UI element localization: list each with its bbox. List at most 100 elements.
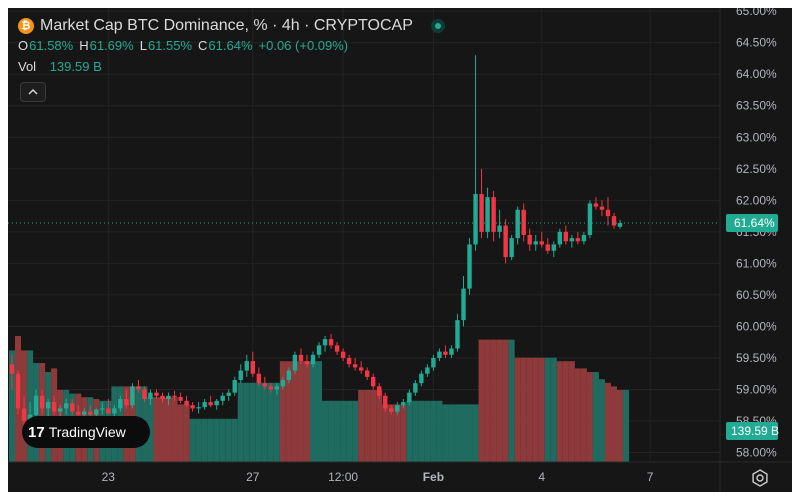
volume-bar: [291, 361, 298, 462]
volume-bar: [328, 400, 335, 462]
candles: [9, 55, 623, 434]
chart-settings-button[interactable]: [750, 468, 770, 488]
candle-body: [250, 361, 255, 374]
candle-body: [515, 209, 520, 239]
candle-body: [226, 392, 231, 396]
volume-bar: [352, 400, 359, 462]
volume-bar: [490, 339, 497, 462]
volume-bar: [532, 357, 539, 462]
candle-body: [334, 345, 340, 352]
candle-body: [479, 194, 484, 232]
x-tick-label: 27: [246, 470, 260, 484]
candle-body: [521, 209, 526, 235]
x-tick-label: 7: [647, 470, 654, 484]
volume-tag: [726, 422, 778, 440]
y-tick-label: 60.00%: [736, 319, 777, 333]
candle-body: [286, 370, 292, 381]
x-axis: 23 27 12:00 Feb 4 7: [8, 8, 792, 492]
volume-bar: [526, 357, 533, 462]
chart-title: Market Cap BTC Dominance, % · 4h · CRYPT…: [40, 17, 413, 34]
candle-body: [599, 206, 605, 210]
volume-bar: [550, 357, 557, 462]
candle-body: [461, 288, 466, 321]
candle-body: [605, 209, 611, 217]
volume-bar: [273, 382, 280, 462]
candle-body: [214, 400, 219, 406]
volume-bar: [261, 382, 268, 462]
candle-body: [491, 197, 496, 232]
candle-body: [377, 386, 382, 396]
candle-body: [184, 400, 189, 406]
candle-body: [39, 395, 45, 409]
y-tick-label: 61.00%: [736, 256, 777, 270]
candle-body: [358, 367, 364, 371]
volume-bar: [580, 368, 587, 462]
candle-body: [142, 389, 147, 399]
volume-bar: [382, 404, 389, 462]
volume-bar: [598, 379, 605, 462]
y-tick-label: 62.00%: [736, 193, 777, 207]
high-key: H: [79, 38, 89, 53]
candle-body: [431, 357, 436, 368]
candle-body: [262, 383, 268, 387]
candle-body: [371, 376, 376, 387]
candle-body: [443, 351, 448, 355]
volume-bar: [556, 361, 563, 462]
x-tick-label: Feb: [423, 470, 444, 484]
volume-bar: [207, 418, 214, 462]
y-tick-label: 60.50%: [736, 288, 777, 302]
candle-body: [364, 370, 370, 377]
y-tick-label: 59.00%: [736, 382, 777, 396]
candle-body: [100, 408, 105, 410]
chart-panel[interactable]: 65.00% 64.50% 64.00% 63.50% 63.00% 62.50% 62.0…: [8, 8, 792, 492]
candle-body: [304, 361, 310, 365]
close-value: 61.64%: [208, 38, 253, 53]
bitcoin-icon: ₿: [18, 18, 34, 34]
volume-bar: [472, 404, 479, 462]
candlestick-chart[interactable]: 65.00% 64.50% 64.00% 63.50% 63.00% 62.50% 62.0…: [8, 8, 792, 492]
candle-body: [190, 405, 195, 409]
candle-body: [88, 411, 93, 415]
volume-bar: [279, 361, 286, 462]
volume-bar: [51, 368, 58, 462]
volume-bar: [424, 400, 431, 462]
volume-bar: [219, 418, 226, 462]
volume-bar: [376, 390, 383, 462]
candle-body: [407, 392, 412, 403]
candle-body: [533, 241, 538, 245]
volume-value: 139.59 B: [49, 59, 102, 74]
candle-body: [82, 411, 87, 415]
volume-bar: [231, 418, 238, 462]
candle-body: [106, 408, 111, 414]
volume-bar: [586, 372, 593, 462]
volume-bar: [195, 418, 202, 462]
candle-body: [449, 348, 454, 355]
volume-bar: [538, 357, 545, 462]
collapse-legend-button[interactable]: [20, 82, 46, 102]
tradingview-mark: 17: [28, 423, 45, 441]
volume-bar: [183, 404, 190, 462]
volume-label: Vol: [18, 59, 37, 74]
candle-body: [154, 392, 159, 396]
candle-body: [389, 408, 394, 412]
volume-bar: [8, 350, 16, 462]
low-key: L: [139, 38, 147, 53]
y-tick-label: 65.00%: [736, 8, 777, 18]
volume-bar: [448, 404, 455, 462]
candle-body: [196, 407, 201, 409]
candle-body: [33, 395, 39, 415]
candle-body: [611, 216, 617, 226]
y-tick-label: 58.00%: [736, 446, 777, 460]
market-open-indicator-icon[interactable]: [430, 19, 445, 33]
tradingview-wordmark: TradingView: [48, 424, 126, 440]
volume-bar: [412, 400, 419, 462]
volume-bar: [592, 372, 599, 462]
chart-title-row: ₿ Market Cap BTC Dominance, % · 4h · CRY…: [18, 16, 445, 36]
candle-body: [76, 411, 81, 415]
candle-body: [160, 395, 165, 399]
candle-body: [455, 320, 460, 349]
high-value: 61.69%: [89, 38, 134, 53]
y-tick-label: 62.50%: [736, 162, 777, 176]
tradingview-logo[interactable]: 17 TradingView: [22, 416, 150, 448]
